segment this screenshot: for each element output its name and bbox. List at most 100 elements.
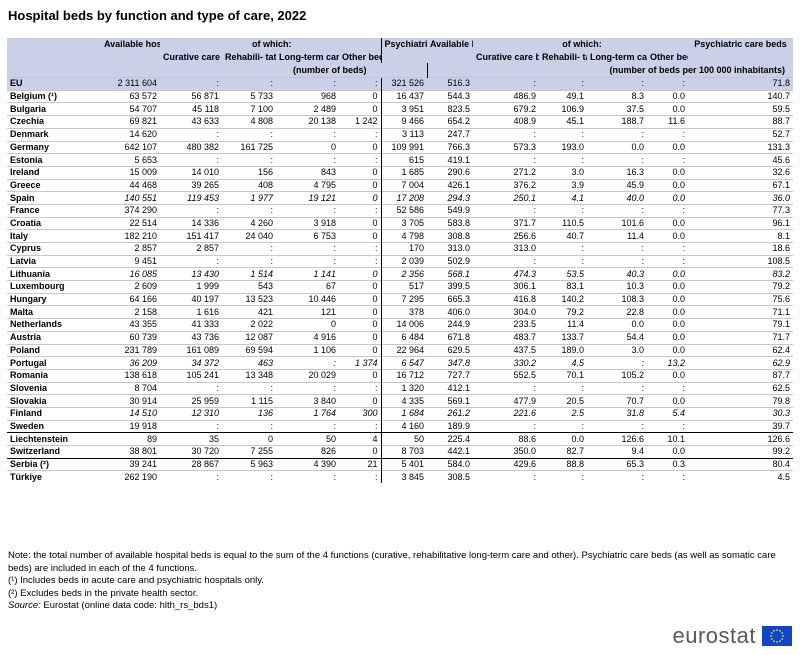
note-footnote-1: (¹) Includes beds in acute care and psyc… xyxy=(8,575,264,587)
value-cell: : xyxy=(222,127,276,141)
value-cell: 105 241 xyxy=(160,368,222,383)
value-cell: 2 311 604 xyxy=(101,77,160,91)
eu-flag-icon xyxy=(762,626,792,646)
value-cell: 16 712 xyxy=(380,368,427,383)
value-cell: 11.4 xyxy=(539,318,587,332)
value-cell: : xyxy=(473,470,539,484)
value-cell: 629.5 xyxy=(427,343,473,357)
value-cell: : xyxy=(276,77,339,91)
value-cell: 2.5 xyxy=(539,406,587,421)
country-cell: Finland xyxy=(7,406,101,421)
table-row: Latvia 9 451::::2 039 502.9::::108.5 xyxy=(7,254,793,268)
value-cell: 101.6 xyxy=(587,216,647,230)
header-psychiatric-rate: Psychiatric care beds xyxy=(688,38,793,64)
value-cell: 823.5 xyxy=(427,102,473,116)
value-cell: 2 489 xyxy=(276,102,339,116)
value-cell: 8.3 xyxy=(587,89,647,103)
country-cell: Malta xyxy=(7,305,101,319)
header-rehab-abs: Rehabili- tative care beds xyxy=(222,50,276,64)
value-cell: 517 xyxy=(380,280,427,294)
value-cell: 64 166 xyxy=(101,292,160,306)
value-cell: 133.7 xyxy=(539,330,587,344)
value-cell: 2 857 xyxy=(101,242,160,256)
unit-label-rate: (number of beds per 100 000 inhabitants) xyxy=(426,63,793,78)
value-cell: 140 551 xyxy=(101,191,160,205)
value-cell: : xyxy=(647,242,688,256)
flag-star xyxy=(782,635,784,637)
value-cell: 271.2 xyxy=(473,165,539,180)
value-cell: 371.7 xyxy=(473,216,539,230)
value-cell: : xyxy=(539,242,587,256)
value-cell: 516.3 xyxy=(427,77,473,91)
value-cell: : xyxy=(276,381,339,395)
value-cell: 308.5 xyxy=(427,470,473,484)
value-cell: 1 616 xyxy=(160,305,222,319)
value-cell: 79.8 xyxy=(688,394,793,408)
value-cell: 5 963 xyxy=(222,457,276,471)
value-cell: 10.3 xyxy=(587,280,647,294)
value-cell: 5 401 xyxy=(380,457,427,471)
table-row: Belgium (¹) 63 572 56 871 5 733 968 0 16 437 54… xyxy=(7,89,793,103)
value-cell: 378 xyxy=(380,305,427,319)
country-header xyxy=(7,38,101,78)
flag-star xyxy=(779,629,781,632)
table-row: Cyprus 2 857 2 857:::170 313.0 313.0:::18.6 xyxy=(7,242,793,256)
value-cell: : xyxy=(160,127,222,141)
value-cell: : xyxy=(647,470,688,484)
value-cell: 0 xyxy=(339,191,381,205)
value-cell: 568.1 xyxy=(427,267,473,281)
value-cell: 19 918 xyxy=(101,419,160,433)
value-cell: 50 xyxy=(380,432,427,446)
source-label: Source: xyxy=(8,600,41,612)
value-cell: 17 208 xyxy=(380,191,427,205)
value-cell: 347.8 xyxy=(427,356,473,370)
value-cell: 119 453 xyxy=(160,191,222,205)
value-cell: 0.0 xyxy=(647,178,688,192)
value-cell: 1 115 xyxy=(222,394,276,408)
value-cell: 0.0 xyxy=(647,140,688,154)
value-cell: 3.9 xyxy=(539,178,587,192)
value-cell: 10 446 xyxy=(276,292,339,306)
value-cell: 13.2 xyxy=(647,356,688,370)
value-cell: 1 764 xyxy=(276,406,339,421)
value-cell: 79.2 xyxy=(539,305,587,319)
value-cell: 262 190 xyxy=(101,470,160,484)
value-cell: 52 586 xyxy=(380,203,427,218)
value-cell: : xyxy=(160,254,222,268)
value-cell: 9 466 xyxy=(380,115,427,129)
value-cell: : xyxy=(473,127,539,141)
value-cell: 4 916 xyxy=(276,330,339,344)
value-cell: 16.3 xyxy=(587,165,647,180)
value-cell: 161 725 xyxy=(222,140,276,154)
value-cell: 82.7 xyxy=(539,445,587,459)
value-cell: : xyxy=(160,153,222,167)
value-cell: 30 914 xyxy=(101,394,160,408)
value-cell: 0.0 xyxy=(587,140,647,154)
value-cell: : xyxy=(587,470,647,484)
value-cell: 549.9 xyxy=(427,203,473,218)
value-cell: : xyxy=(222,203,276,218)
table-row: Slovenia 8 704::::1 320 412.1::::62.5 xyxy=(7,381,793,395)
value-cell: 28 867 xyxy=(160,457,222,471)
value-cell: : xyxy=(160,419,222,433)
value-cell: 0.0 xyxy=(647,343,688,357)
value-cell: 44 468 xyxy=(101,178,160,192)
header-curative-abs: Curative care beds xyxy=(160,50,222,64)
table-row: Serbia (²) 39 241 28 867 5 963 4 390 21 5 401 5… xyxy=(7,457,793,471)
value-cell: 88.6 xyxy=(473,432,539,446)
table-row: France 374 290::::52 586 549.9::::77.3 xyxy=(7,203,793,218)
value-cell: 140.7 xyxy=(688,89,793,103)
value-cell: 40 197 xyxy=(160,292,222,306)
value-cell: 38 801 xyxy=(101,445,160,459)
flag-star xyxy=(779,640,781,643)
value-cell: : xyxy=(539,77,587,91)
value-cell: 36 209 xyxy=(101,356,160,370)
value-cell: : xyxy=(539,203,587,218)
country-cell: Sweden xyxy=(7,419,101,433)
value-cell: 9.4 xyxy=(587,445,647,459)
value-cell: 106.9 xyxy=(539,102,587,116)
value-cell: 22 514 xyxy=(101,216,160,230)
value-cell: 0 xyxy=(339,216,381,230)
value-cell: 5 653 xyxy=(101,153,160,167)
value-cell: 156 xyxy=(222,165,276,180)
